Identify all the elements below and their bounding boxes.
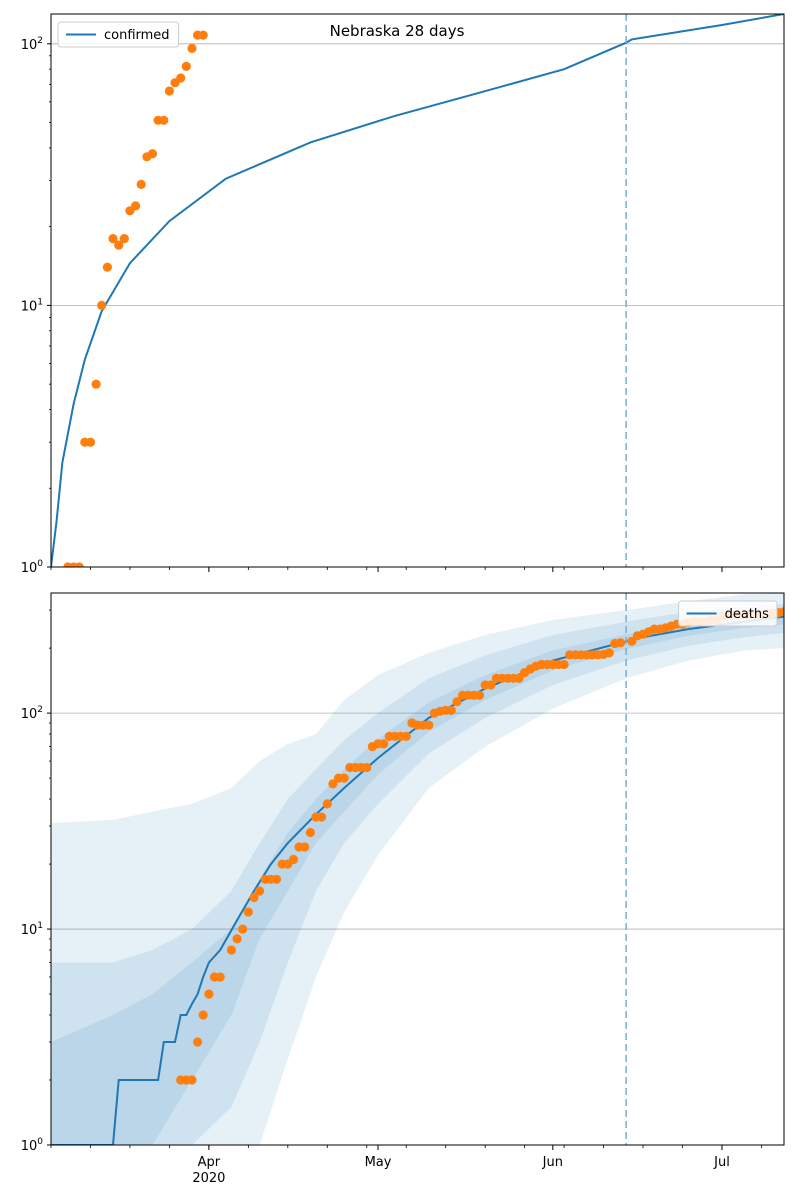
x-tick-label: May (365, 1155, 392, 1170)
data-point (159, 115, 169, 125)
series-line-confirmed (51, 14, 784, 567)
band-inner (51, 612, 784, 1145)
data-point (288, 854, 299, 865)
data-point (379, 739, 389, 749)
data-point (486, 680, 496, 690)
data-point (181, 61, 191, 71)
data-point (249, 892, 259, 903)
data-point (271, 874, 282, 884)
y-tick-exponent: 2 (37, 705, 43, 715)
data-point (131, 201, 141, 211)
y-tick-label: 102 (21, 705, 43, 722)
data-point (114, 240, 124, 250)
x-tick-label: Apr (198, 1155, 221, 1170)
data-point (474, 690, 485, 700)
data-point (779, 607, 784, 617)
y-tick-exponent: 1 (37, 921, 43, 931)
series-line-deaths (51, 615, 784, 1145)
data-point (604, 648, 614, 658)
data-point (136, 179, 146, 189)
plot-area (51, 593, 784, 1145)
data-point (300, 842, 310, 852)
data-point (514, 673, 524, 683)
data-point (176, 73, 186, 83)
data-point (198, 30, 208, 40)
data-point (102, 262, 112, 272)
data-point (362, 762, 372, 773)
data-point (193, 1037, 203, 1047)
data-point (164, 86, 174, 96)
data-point (446, 705, 456, 716)
data-point (305, 827, 315, 838)
data-point (232, 934, 242, 944)
legend: confirmed (57, 21, 180, 48)
data-point (226, 945, 236, 955)
axes-frame (50, 592, 785, 1146)
y-tick-label: 100 (21, 559, 44, 576)
data-point (424, 720, 434, 730)
y-tick-label: 102 (21, 36, 43, 53)
data-point (187, 1075, 197, 1085)
y-tick-label: 100 (21, 1137, 44, 1154)
x-tick-label: Jul (713, 1155, 730, 1170)
legend-label: deaths (725, 607, 770, 622)
data-point (147, 149, 158, 159)
data-point (198, 1010, 208, 1020)
y-tick-label: 101 (21, 297, 43, 314)
data-point (119, 234, 129, 244)
data-point (559, 659, 569, 670)
data-point (243, 907, 253, 917)
data-point (91, 379, 101, 389)
y-tick-exponent: 0 (37, 559, 43, 569)
data-point (322, 799, 332, 809)
x-tick-sublabel: 2020 (192, 1171, 225, 1186)
data-point (204, 989, 214, 999)
band-outer (51, 593, 784, 1145)
data-point (187, 43, 197, 54)
data-point (85, 437, 96, 447)
data-point (97, 300, 107, 310)
legend: deaths (678, 600, 778, 627)
y-tick-exponent: 0 (37, 1137, 43, 1147)
data-point (108, 234, 118, 244)
data-point (328, 779, 338, 789)
data-point (401, 731, 411, 742)
data-point (215, 972, 225, 982)
chart-title: Nebraska 28 days (330, 22, 465, 40)
data-point (317, 812, 327, 822)
band-mid (51, 604, 784, 1145)
data-point (452, 697, 462, 707)
x-tick-label: Jun (542, 1155, 563, 1170)
y-tick-label: 101 (21, 921, 43, 938)
data-point (74, 562, 84, 567)
legend-label: confirmed (104, 28, 170, 43)
legend-box (57, 21, 180, 48)
axes-frame (50, 13, 785, 568)
y-tick-exponent: 1 (37, 297, 43, 307)
data-point (339, 773, 349, 783)
data-point (615, 638, 626, 648)
data-point (255, 886, 265, 896)
legend-box (678, 600, 778, 627)
y-tick-exponent: 2 (37, 36, 43, 46)
data-point (238, 924, 248, 934)
plot-area (51, 14, 784, 567)
